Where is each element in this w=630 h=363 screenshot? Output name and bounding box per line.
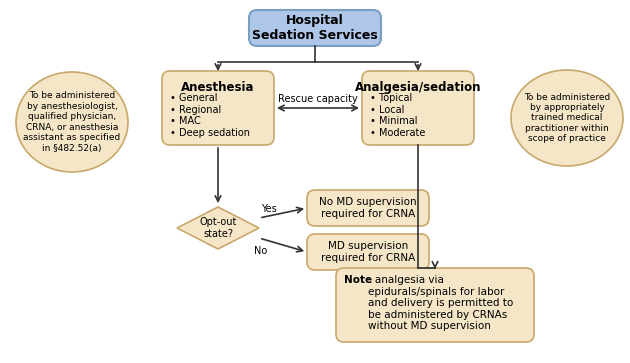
Text: Rescue capacity: Rescue capacity: [278, 94, 358, 104]
FancyBboxPatch shape: [307, 190, 429, 226]
FancyBboxPatch shape: [336, 268, 534, 342]
Text: To be administered
by anesthesiologist,
qualified physician,
CRNA, or anesthesia: To be administered by anesthesiologist, …: [23, 91, 120, 152]
Text: • Topical
• Local
• Minimal
• Moderate: • Topical • Local • Minimal • Moderate: [370, 93, 425, 138]
Ellipse shape: [511, 70, 623, 166]
Text: Hospital
Sedation Services: Hospital Sedation Services: [252, 14, 378, 42]
Text: Anesthesia: Anesthesia: [181, 81, 255, 94]
Polygon shape: [177, 207, 259, 249]
Text: To be administered
by appropriately
trained medical
practitioner within
scope of: To be administered by appropriately trai…: [524, 93, 610, 143]
Text: No: No: [254, 246, 267, 256]
FancyBboxPatch shape: [307, 234, 429, 270]
Text: No MD supervision
required for CRNA: No MD supervision required for CRNA: [319, 197, 417, 219]
Text: • General
• Regional
• MAC
• Deep sedation: • General • Regional • MAC • Deep sedati…: [170, 93, 250, 138]
Ellipse shape: [16, 72, 128, 172]
Text: Yes: Yes: [261, 204, 277, 214]
Text: MD supervision
required for CRNA: MD supervision required for CRNA: [321, 241, 415, 263]
Text: Opt-out
state?: Opt-out state?: [199, 217, 237, 239]
FancyBboxPatch shape: [162, 71, 274, 145]
Text: Analgesia/sedation: Analgesia/sedation: [355, 81, 481, 94]
Text: Note: Note: [344, 275, 372, 285]
FancyBboxPatch shape: [362, 71, 474, 145]
FancyBboxPatch shape: [249, 10, 381, 46]
Text: : analgesia via
epidurals/spinals for labor
and delivery is permitted to
be admi: : analgesia via epidurals/spinals for la…: [368, 275, 513, 331]
